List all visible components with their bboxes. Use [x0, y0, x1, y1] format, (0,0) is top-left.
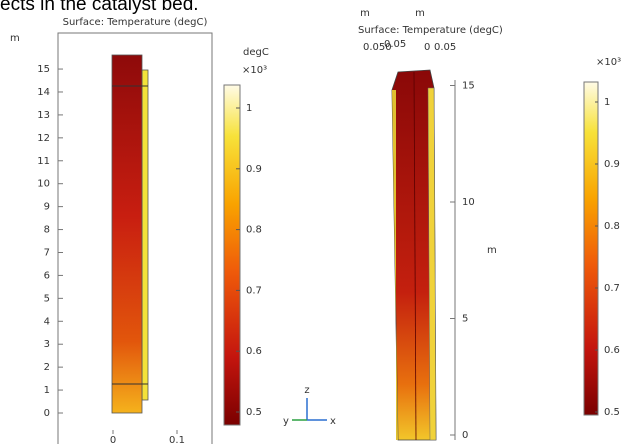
colorbar-label: 0.9	[604, 159, 620, 170]
y-tick-label: 5	[44, 293, 50, 304]
y-tick-label: 6	[44, 270, 50, 281]
colorbar-multiplier: ×10³	[242, 65, 267, 76]
y-tick-label: 11	[37, 156, 50, 167]
y-tick-label: 8	[44, 225, 50, 236]
top-label: 0.05	[384, 39, 406, 50]
plot-title: Surface: Temperature (degC)	[358, 25, 503, 36]
z-tick-label: 5	[462, 314, 468, 325]
page: {"caption": "ects in the catalyst bed.",…	[0, 0, 626, 444]
y-tick-label: 10	[37, 179, 50, 190]
screenshot: ects in the catalyst bed. Surface: Tempe…	[0, 0, 626, 444]
y-tick-label: 7	[44, 247, 50, 258]
colorbar	[224, 85, 240, 425]
y-tick-label: 9	[44, 202, 50, 213]
z-tick-label: 10	[462, 197, 475, 208]
triad-label: y	[283, 416, 289, 427]
y-tick-label: 4	[44, 316, 50, 327]
z-tick-label: 0	[462, 430, 468, 441]
y-tick-label: 12	[37, 133, 50, 144]
triad-label: z	[304, 385, 309, 396]
colorbar-unit: degC	[243, 47, 269, 58]
axis-unit: m	[415, 8, 425, 19]
y-tick-label: 3	[44, 339, 50, 350]
triad-label: x	[330, 416, 336, 427]
reactor-domain	[112, 55, 142, 413]
top-label: 0	[424, 42, 430, 53]
z-tick-label: 15	[462, 81, 475, 92]
colorbar-label: 0.7	[246, 285, 262, 296]
caption: ects in the catalyst bed.	[0, 0, 199, 15]
colorbar-label: 0.5	[246, 407, 262, 418]
y-tick-label: 14	[37, 87, 50, 98]
colorbar-label: 0.6	[246, 346, 262, 357]
axis-unit: m	[10, 33, 20, 44]
colorbar-label: 0.8	[246, 225, 262, 236]
y-tick-label: 15	[37, 64, 50, 75]
colorbar-label: 0.7	[604, 283, 620, 294]
colorbar	[584, 82, 598, 415]
colorbar-label: 0.9	[246, 164, 262, 175]
colorbar-label: 1	[604, 97, 610, 108]
colorbar-label: 0.6	[604, 345, 620, 356]
colorbar-label: 1	[246, 103, 252, 114]
colorbar-label: 0.5	[604, 407, 620, 418]
axis-unit: m	[360, 8, 370, 19]
x-tick-label: 0.1	[169, 435, 185, 444]
top-label: 0.05	[434, 42, 456, 53]
catalyst-strip	[142, 70, 148, 400]
plot-title: Surface: Temperature (degC)	[63, 17, 208, 28]
y-tick-label: 13	[37, 110, 50, 121]
axis-unit: m	[487, 245, 497, 256]
colorbar-multiplier: ×10³	[596, 57, 621, 68]
y-tick-label: 2	[44, 362, 50, 373]
y-tick-label: 0	[44, 408, 50, 419]
x-tick-label: 0	[110, 435, 116, 444]
y-tick-label: 1	[44, 385, 50, 396]
colorbar-label: 0.8	[604, 221, 620, 232]
